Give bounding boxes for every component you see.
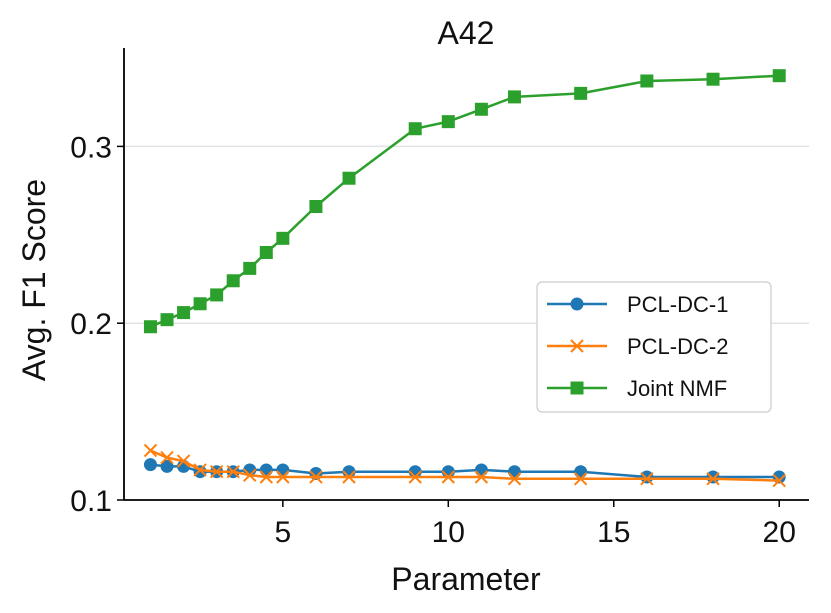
marker-x-stroke: [342, 470, 356, 484]
marker-x-stroke: [507, 472, 522, 486]
marker-x-stroke: [573, 472, 588, 486]
data-point-pcl-dc-2: [507, 472, 522, 486]
data-point-pcl-dc-2: [160, 450, 174, 465]
data-point-pcl-dc-2: [143, 443, 158, 458]
data-point-joint-nmf: [210, 288, 224, 302]
data-point-joint-nmf: [143, 320, 157, 334]
data-point-pcl-dc-1: [143, 458, 157, 472]
marker-x-stroke: [193, 463, 207, 477]
marker-x-stroke: [176, 454, 191, 468]
data-point-joint-nmf: [408, 122, 422, 136]
legend-marker-joint-nmf: [570, 381, 584, 395]
series-pcl-dc-1: [143, 458, 786, 484]
data-point-joint-nmf: [243, 261, 257, 275]
x-tick-label: 10: [432, 516, 465, 549]
data-point-joint-nmf: [574, 86, 588, 100]
data-point-pcl-dc-1: [706, 470, 720, 484]
data-point-pcl-dc-1: [160, 459, 174, 473]
series-pcl-dc-2: [143, 443, 786, 488]
legend-item-joint-nmf: Joint NMF: [547, 376, 727, 401]
y-tick-label: 0.3: [70, 131, 112, 164]
marker-x-stroke: [243, 468, 257, 482]
data-point-joint-nmf: [640, 74, 654, 88]
data-point-pcl-dc-1: [640, 470, 654, 484]
marker-x-stroke: [474, 470, 489, 484]
data-point-pcl-dc-2: [276, 470, 290, 484]
data-point-pcl-dc-1: [259, 463, 273, 477]
legend: PCL-DC-1 PCL-DC-2 Joint NMF: [536, 281, 772, 413]
data-point-joint-nmf: [474, 102, 488, 116]
legend-marker-pcl-dc-2: [570, 339, 584, 353]
tick-labels: 0.1 0.2 0.3 5 10 15 20: [70, 131, 796, 549]
marker-x-stroke: [259, 470, 274, 484]
marker-x-stroke: [209, 465, 224, 479]
x-tick-label: 15: [597, 516, 630, 549]
marker-x-stroke: [226, 465, 240, 479]
legend-item-pcl-dc-1: PCL-DC-1: [547, 292, 728, 317]
y-axis-title: Avg. F1 Score: [16, 179, 52, 381]
data-point-pcl-dc-2: [226, 465, 240, 479]
marker-x-stroke: [441, 470, 456, 484]
y-tick-label: 0.1: [70, 485, 112, 518]
data-point-joint-nmf: [441, 115, 455, 129]
data-point-pcl-dc-2: [176, 454, 191, 468]
data-point-pcl-dc-2: [640, 472, 654, 486]
data-point-pcl-dc-2: [706, 472, 720, 486]
x-tick-label: 5: [274, 516, 291, 549]
marker-x-stroke: [160, 450, 174, 465]
data-point-joint-nmf: [507, 90, 521, 104]
data-point-joint-nmf: [309, 200, 323, 214]
data-point-pcl-dc-2: [474, 470, 489, 484]
data-point-pcl-dc-2: [209, 465, 224, 479]
marker-x-stroke: [408, 470, 422, 484]
data-point-pcl-dc-1: [276, 463, 290, 477]
data-point-joint-nmf: [160, 313, 174, 327]
data-point-pcl-dc-2: [441, 470, 456, 484]
marker-x-stroke: [570, 339, 584, 353]
legend-item-pcl-dc-2: PCL-DC-2: [547, 334, 728, 359]
legend-label-joint-nmf: Joint NMF: [627, 376, 727, 401]
y-tick-label: 0.2: [70, 308, 112, 341]
chart-title: A42: [438, 15, 495, 51]
data-point-pcl-dc-2: [772, 473, 786, 488]
data-point-joint-nmf: [772, 69, 786, 83]
marker-x-stroke: [143, 443, 158, 458]
series-group: [143, 69, 786, 488]
data-point-pcl-dc-2: [573, 472, 588, 486]
legend-label-pcl-dc-2: PCL-DC-2: [627, 334, 728, 359]
data-point-joint-nmf: [259, 245, 273, 259]
legend-marker-pcl-dc-1: [570, 297, 584, 311]
legend-label-pcl-dc-1: PCL-DC-1: [627, 292, 728, 317]
data-point-pcl-dc-2: [408, 470, 422, 484]
series-joint-nmf: [143, 69, 786, 334]
x-axis-title: Parameter: [391, 561, 541, 597]
marker-x-stroke: [309, 470, 323, 484]
data-point-joint-nmf: [706, 72, 720, 86]
data-point-joint-nmf: [193, 297, 207, 311]
marker-x-stroke: [706, 472, 720, 486]
marker-x-stroke: [640, 472, 654, 486]
data-point-pcl-dc-2: [259, 470, 274, 484]
data-point-pcl-dc-1: [574, 465, 588, 479]
data-point-pcl-dc-2: [342, 470, 356, 484]
data-point-joint-nmf: [177, 306, 191, 320]
axes: [117, 48, 809, 507]
data-point-joint-nmf: [342, 171, 356, 185]
x-tick-label: 20: [763, 516, 796, 549]
data-point-pcl-dc-1: [474, 463, 488, 477]
data-point-pcl-dc-2: [193, 463, 207, 477]
data-point-joint-nmf: [226, 274, 240, 288]
data-point-pcl-dc-2: [243, 468, 257, 482]
marker-x-stroke: [772, 473, 786, 488]
data-point-pcl-dc-1: [507, 465, 521, 479]
data-point-pcl-dc-2: [309, 470, 323, 484]
marker-x-stroke: [276, 470, 290, 484]
data-point-joint-nmf: [276, 231, 290, 245]
legend-box: [536, 281, 772, 413]
